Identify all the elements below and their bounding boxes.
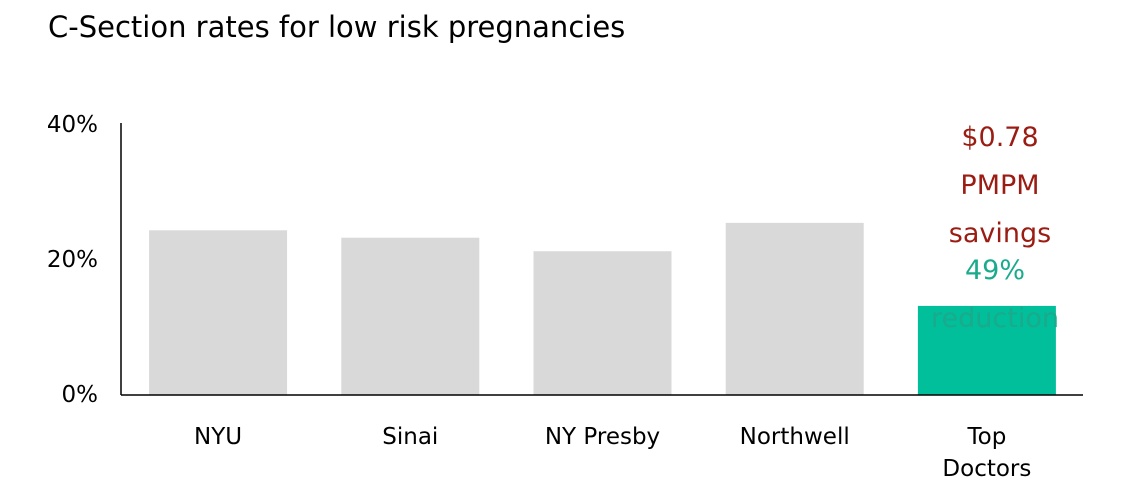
chart-title: C-Section rates for low risk pregnancies [48, 10, 626, 44]
x-tick-label: NYU [194, 424, 243, 450]
x-tick-label: Northwell [739, 424, 850, 450]
bar [149, 230, 288, 395]
bar [917, 305, 1056, 395]
annotation: 49% reduction [931, 255, 1059, 334]
y-tick-label: 20% [46, 247, 98, 273]
bar [725, 222, 864, 395]
bar [533, 251, 672, 395]
x-tick-label: Sinai [382, 424, 439, 450]
annotation: $0.78 PMPM savings [948, 122, 1052, 249]
y-tick-label: 40% [46, 112, 98, 138]
x-tick-label: NY Presby [544, 424, 661, 450]
y-tick-label: 0% [61, 382, 99, 408]
x-tick-label: Top Doctors [942, 424, 1032, 482]
bar [341, 237, 480, 395]
